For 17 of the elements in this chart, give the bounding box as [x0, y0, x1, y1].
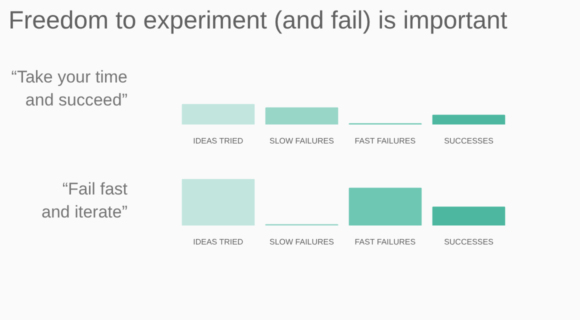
- x-tick-label: SUCCESSES: [444, 238, 494, 246]
- x-tick-label: IDEAS TRIED: [193, 136, 244, 146]
- bar: [432, 206, 506, 226]
- bar: [348, 188, 422, 226]
- x-tick-label: SUCCESSES: [444, 136, 494, 146]
- text: “Fail fast and iterate”: [42, 180, 128, 222]
- bar: [182, 104, 255, 124]
- x-tick-label: FAST FAILURES: [354, 136, 416, 146]
- x-tick-label: SLOW FAILURES: [270, 238, 334, 246]
- x-tick-label: IDEAS TRIED: [193, 238, 244, 246]
- x-tick-label: FAST FAILURES: [354, 238, 416, 246]
- bar: [432, 114, 506, 124]
- bar: [182, 179, 255, 226]
- x-tick-label: SLOW FAILURES: [270, 136, 334, 146]
- bar: [265, 107, 338, 124]
- chart-title: Freedom to experiment (and fail) is important: [8, 6, 508, 34]
- chart-subtitle: “Take your time and succeed”: [11, 68, 128, 110]
